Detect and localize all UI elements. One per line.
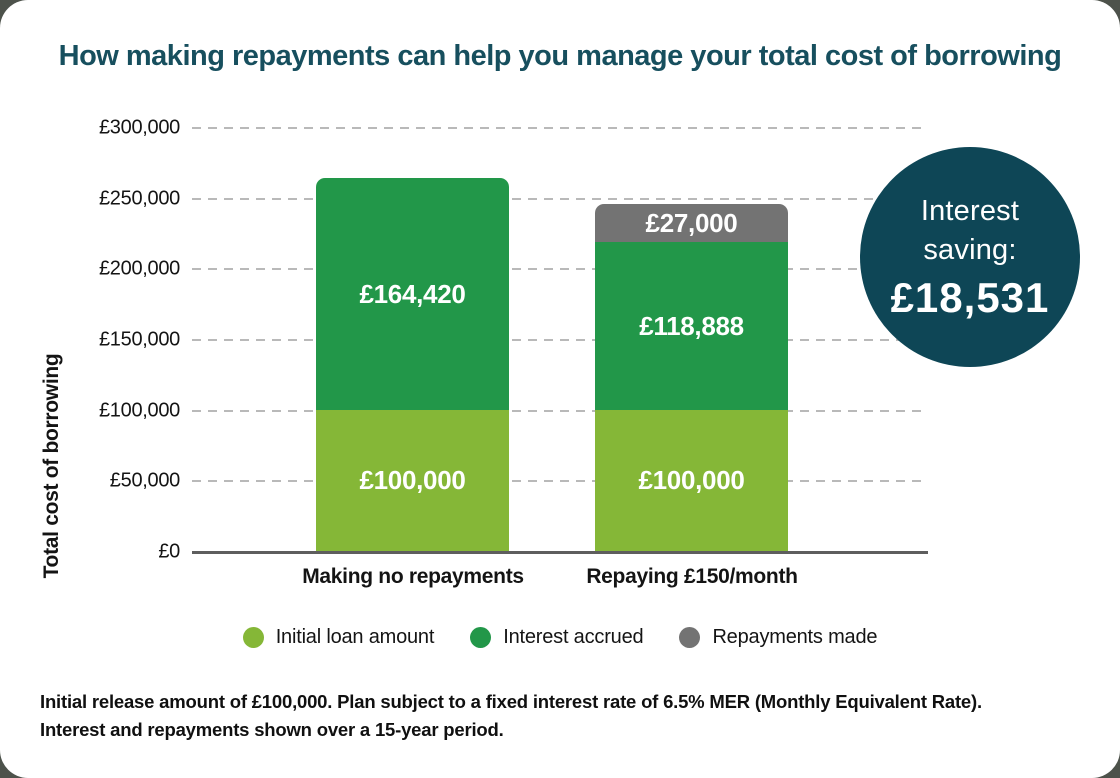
x-category-label-making-no-repayments: Making no repayments	[302, 565, 524, 588]
legend-label: Repayments made	[712, 626, 878, 648]
gridline-dashed	[192, 410, 928, 412]
chart-title: How making repayments can help you manag…	[58, 40, 1062, 72]
legend-swatch-interest-accrued	[470, 627, 492, 648]
badge-text-line1: Interest	[920, 194, 1020, 227]
y-tick-label: £300,000	[98, 116, 180, 139]
legend-swatch-initial-loan	[242, 627, 264, 648]
legend-item-initial-loan: Initial loan amount	[242, 626, 435, 649]
x-category-label-repaying-150-month: Repaying £150/month	[586, 565, 798, 588]
badge-amount: £18,531	[890, 274, 1050, 322]
segment-value-label: £27,000	[645, 207, 738, 238]
segment-value-label: £100,000	[638, 465, 745, 495]
legend-label: Initial loan amount	[275, 626, 435, 648]
footnote: Initial release amount of £100,000. Plan…	[40, 688, 1090, 744]
y-tick-label: £0	[158, 540, 180, 563]
y-tick-label: £200,000	[98, 257, 180, 280]
legend-item-interest-accrued: Interest accrued	[470, 626, 644, 649]
segment-initial-loan: £100,000	[595, 410, 788, 551]
footnote-line1: Initial release amount of £100,000. Plan…	[40, 691, 982, 712]
segment-value-label: £118,888	[639, 310, 744, 341]
interest-saving-badge: Interest saving: £18,531	[860, 147, 1080, 367]
y-tick-label: £50,000	[109, 469, 181, 492]
plot-area: Total cost of borrowing £300,000 £250,00…	[0, 117, 928, 578]
segment-interest-accrued: £164,420	[316, 178, 509, 410]
segment-repayments-made: £27,000	[595, 204, 788, 242]
y-tick-label: £150,000	[98, 328, 180, 351]
segment-initial-loan: £100,000	[316, 410, 509, 551]
segment-interest-accrued: £118,888	[595, 242, 788, 410]
gridline-dashed	[192, 480, 928, 482]
legend-item-repayments-made: Repayments made	[679, 626, 878, 649]
chart-legend: Initial loan amount Interest accrued Rep…	[0, 626, 1120, 649]
bar-making-no-repayments: £164,420 £100,000	[316, 127, 509, 551]
footnote-line2: Interest and repayments shown over a 15-…	[40, 719, 504, 740]
gridline-dashed	[192, 198, 928, 200]
y-tick-label: £100,000	[98, 399, 180, 422]
y-tick-label: £250,000	[98, 187, 180, 210]
gridline-dashed	[192, 268, 928, 270]
bar-repaying-150-month: £27,000 £118,888 £100,000	[595, 127, 788, 551]
legend-swatch-repayments-made	[679, 627, 701, 648]
gridline-dashed	[192, 339, 928, 341]
badge-text-line2: saving:	[923, 234, 1017, 266]
segment-value-label: £164,420	[359, 278, 466, 309]
gridline-dashed	[192, 127, 928, 129]
x-axis-line	[192, 551, 928, 554]
legend-label: Interest accrued	[503, 626, 644, 648]
segment-value-label: £100,000	[359, 465, 466, 495]
